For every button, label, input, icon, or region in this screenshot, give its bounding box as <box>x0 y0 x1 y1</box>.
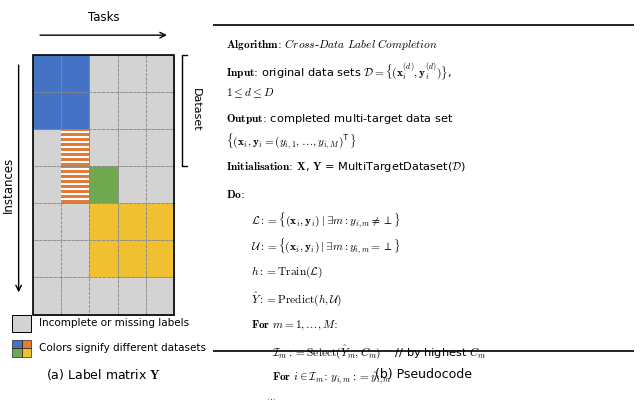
Text: $h := \mathrm{Train}(\mathcal{L})$: $h := \mathrm{Train}(\mathcal{L})$ <box>251 265 323 280</box>
Bar <box>61 277 90 314</box>
Bar <box>33 203 61 240</box>
Bar <box>90 240 118 277</box>
Bar <box>33 277 61 314</box>
Bar <box>118 277 146 314</box>
Bar <box>33 54 174 314</box>
Bar <box>22 348 31 357</box>
Bar <box>61 178 90 180</box>
Bar <box>61 166 90 203</box>
Bar <box>146 240 174 277</box>
Bar <box>61 141 90 143</box>
Bar <box>33 92 61 129</box>
Text: Instances: Instances <box>2 156 15 213</box>
Bar <box>61 136 90 138</box>
Bar <box>90 166 118 203</box>
Bar <box>61 129 90 166</box>
Bar <box>61 92 90 129</box>
Bar <box>118 203 146 240</box>
Text: $\hat{Y} := \mathrm{Predict}(h, \mathcal{U})$: $\hat{Y} := \mathrm{Predict}(h, \mathcal… <box>251 290 342 308</box>
Text: (a) Label matrix $\mathbf{Y}$: (a) Label matrix $\mathbf{Y}$ <box>46 367 161 382</box>
Bar <box>118 129 146 166</box>
Text: $\bf{Do}$:: $\bf{Do}$: <box>226 188 244 200</box>
Text: Tasks: Tasks <box>88 10 119 24</box>
Bar <box>90 129 118 166</box>
Bar <box>33 166 61 203</box>
Bar <box>61 173 90 175</box>
Text: $\bf{For}$ $i \in \mathcal{I}_m$: $y_{i,m} := \hat{y}_{i,m}$: $\bf{For}$ $i \in \mathcal{I}_m$: $y_{i,… <box>272 371 392 386</box>
Bar <box>61 151 90 153</box>
Bar <box>33 240 61 277</box>
Bar <box>61 54 90 92</box>
Bar <box>61 131 90 133</box>
Text: (b) Pseudocode: (b) Pseudocode <box>375 368 472 381</box>
Text: $\bf{For}$ $m = 1,\ldots,M$:: $\bf{For}$ $m = 1,\ldots,M$: <box>251 319 338 332</box>
Bar <box>90 277 118 314</box>
Text: Incomplete or missing labels: Incomplete or missing labels <box>39 318 189 328</box>
Bar <box>61 156 90 158</box>
Bar <box>146 166 174 203</box>
Text: $\bf{Output}$: completed multi-target data set: $\bf{Output}$: completed multi-target da… <box>226 112 454 126</box>
Bar <box>146 277 174 314</box>
Bar <box>61 92 90 129</box>
Bar <box>61 161 90 163</box>
Bar <box>146 203 174 240</box>
Bar <box>146 54 174 92</box>
Bar <box>33 54 61 92</box>
Bar <box>33 129 61 166</box>
Bar <box>61 166 90 203</box>
Bar <box>118 54 146 92</box>
Text: $\bf{Initialisation}$: $\mathbf{X}$, $\mathbf{Y}$ = MultiTargetDataset($\mathcal: $\bf{Initialisation}$: $\mathbf{X}$, $\m… <box>226 160 466 174</box>
Bar <box>118 203 146 240</box>
Text: $\{(\mathbf{x}_i, \mathbf{y}_i = (y_{i,1},\ldots,y_{i,M})^{\mathsf{T}}\}$: $\{(\mathbf{x}_i, \mathbf{y}_i = (y_{i,1… <box>226 131 356 151</box>
Text: $\bf{Algorithm}$: $\it{Cross}$-$\it{Data\ Label\ Completion}$: $\bf{Algorithm}$: $\it{Cross}$-$\it{Data… <box>226 37 438 52</box>
Text: $\mathcal{U} := \{(\mathbf{x}_i, \mathbf{y}_i) \mid \exists m : y_{i,m} = \perp\: $\mathcal{U} := \{(\mathbf{x}_i, \mathbf… <box>251 237 401 256</box>
Bar <box>146 240 174 277</box>
Bar <box>33 54 61 92</box>
Text: $\mathcal{L} := \{(\mathbf{x}_i, \mathbf{y}_i) \mid \exists m : y_{i,m} \neq \pe: $\mathcal{L} := \{(\mathbf{x}_i, \mathbf… <box>251 210 401 230</box>
Bar <box>22 340 31 348</box>
Bar <box>61 193 90 195</box>
Bar <box>146 129 174 166</box>
Text: $\mathcal{I}_m := \mathrm{Select}(\hat{Y}_m, C_m)$    // by highest $C_m$: $\mathcal{I}_m := \mathrm{Select}(\hat{Y… <box>272 343 486 361</box>
Bar <box>61 129 90 166</box>
Text: $\bf{Input}$: original data sets $\mathcal{D} = \{(\mathbf{x}_i^{(d)},\mathbf{y}: $\bf{Input}$: original data sets $\mathc… <box>226 61 452 82</box>
Bar <box>61 188 90 190</box>
Bar <box>12 314 31 332</box>
Bar <box>118 240 146 277</box>
Bar <box>118 92 146 129</box>
Text: $1 \leq d \leq D$: $1 \leq d \leq D$ <box>226 86 275 100</box>
Bar <box>146 203 174 240</box>
Bar <box>90 54 118 92</box>
Bar <box>12 348 22 357</box>
Bar <box>61 146 90 148</box>
Bar <box>61 168 90 170</box>
Bar <box>90 92 118 129</box>
Bar <box>118 166 146 203</box>
Bar <box>61 54 90 92</box>
Bar <box>146 92 174 129</box>
Text: Dataset: Dataset <box>191 88 200 132</box>
Bar <box>90 166 118 203</box>
Bar <box>61 203 90 240</box>
Bar <box>90 240 118 277</box>
Bar <box>118 240 146 277</box>
Bar <box>12 340 22 348</box>
Bar <box>33 92 61 129</box>
Bar <box>90 203 118 240</box>
Bar <box>90 203 118 240</box>
Bar <box>61 183 90 185</box>
Bar <box>61 198 90 200</box>
Bar <box>61 240 90 277</box>
Text: $\bf{While}$ $\mathcal{U}^{(l)} \neq \emptyset$: $\bf{While}$ $\mathcal{U}^{(l)} \neq \em… <box>226 396 295 400</box>
Text: Colors signify different datasets: Colors signify different datasets <box>39 344 206 354</box>
